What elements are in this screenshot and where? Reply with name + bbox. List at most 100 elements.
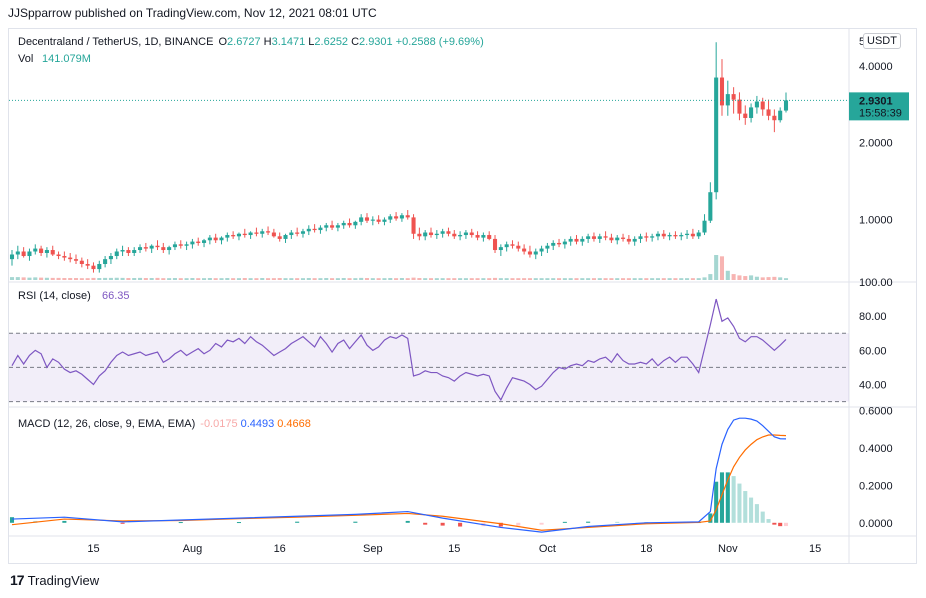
candle-body (143, 247, 148, 249)
volume-bar (702, 277, 707, 280)
volume-bar (760, 277, 765, 280)
candle-body (370, 219, 375, 221)
candle-body (621, 237, 626, 239)
candle-body (405, 215, 410, 218)
candle-body (516, 245, 521, 249)
candle-body (766, 109, 771, 116)
time-axis-tick-label: Sep (363, 543, 383, 555)
candle-body (318, 227, 323, 231)
macd-histogram-bar (562, 521, 567, 523)
volume-bar (469, 278, 474, 280)
candle-body (167, 247, 172, 251)
volume-bar (9, 277, 15, 280)
volume-bar (504, 278, 509, 280)
price-axis-tick-label: 2.0000 (859, 138, 893, 150)
candle-body (132, 250, 137, 253)
candle-body (91, 265, 96, 270)
candle-body (591, 236, 596, 239)
volume-bar (172, 278, 177, 280)
volume-bar (330, 278, 335, 280)
footer-brand[interactable]: 17 TradingView (10, 572, 99, 588)
volume-bar (225, 278, 230, 280)
footer-brand-label: TradingView (27, 572, 100, 588)
candle-body (306, 228, 311, 232)
volume-bar (108, 277, 113, 280)
rsi-line (11, 298, 787, 402)
candle-body (254, 232, 259, 234)
volume-bar (661, 278, 666, 280)
volume-bar (91, 277, 96, 280)
candle-body (522, 248, 527, 252)
volume-bar (568, 278, 573, 280)
candle-body (312, 228, 317, 231)
volume-bar (213, 278, 218, 280)
candle-body (341, 222, 346, 226)
candle-body (609, 237, 614, 241)
candle-body (760, 101, 765, 110)
candle-body (248, 232, 253, 236)
rsi-legend-label: RSI (14, close) (18, 290, 91, 302)
currency-selector-button[interactable]: USDT (863, 33, 901, 49)
price-axis-tick-label: 4.0000 (859, 61, 893, 73)
candle-body (690, 233, 695, 237)
legend-volume-label: Vol (18, 53, 33, 65)
candle-body (603, 236, 608, 238)
candle-body (428, 232, 434, 236)
candle-body (743, 113, 748, 118)
macd-histogram-bar (440, 522, 445, 526)
candle-body (638, 236, 643, 239)
volume-bar (196, 278, 201, 280)
volume-bar (79, 278, 84, 280)
candle-body (364, 217, 370, 221)
candle-body (586, 236, 591, 239)
candle-body (295, 232, 300, 234)
volume-bar (50, 277, 55, 280)
candle-body (632, 238, 637, 242)
volume-bar (516, 278, 521, 280)
candle-body (271, 232, 276, 237)
candle-body (440, 231, 445, 234)
candle-body (33, 248, 38, 252)
time-axis-tick-label: Oct (539, 543, 556, 555)
candle-body (423, 232, 428, 237)
volume-bar (277, 278, 282, 280)
volume-bar (650, 278, 655, 280)
volume-bar (231, 278, 236, 280)
candle-body (527, 251, 532, 255)
macd-histogram-bar (749, 497, 754, 523)
volume-bar (609, 278, 614, 280)
candle-body (626, 238, 631, 242)
time-axis-tick-label: 18 (640, 543, 652, 555)
volume-bar (679, 278, 684, 280)
candle-body (510, 244, 515, 246)
candle-body (725, 94, 730, 106)
macd-histogram-bar (458, 522, 463, 527)
volume-bar (527, 278, 532, 280)
macd-legend-signal-value: 0.4668 (277, 418, 311, 430)
candle-body (551, 242, 556, 246)
candle-body (231, 235, 236, 237)
legend-high-value: 3.1471 (272, 36, 306, 48)
candle-body (126, 250, 131, 253)
volume-bar (539, 278, 544, 280)
macd-histogram-bar (725, 472, 730, 523)
candle-body (411, 217, 416, 234)
volume-bar (749, 275, 754, 280)
candle-body (190, 241, 195, 245)
volume-bar (254, 278, 259, 280)
legend-high-label: H (264, 36, 272, 48)
candle-body (277, 236, 282, 239)
rsi-legend-value: 66.35 (102, 290, 130, 302)
candle-body (731, 94, 736, 100)
candle-body (772, 115, 777, 121)
candle-body (568, 238, 573, 242)
candle-body (754, 101, 759, 108)
chart-frame (8, 28, 917, 564)
legend-open-value: 2.6727 (227, 36, 261, 48)
volume-bar (359, 277, 364, 280)
candle-body (178, 244, 183, 246)
candle-body (347, 222, 352, 226)
macd-histogram-bar (731, 476, 736, 523)
candle-body (330, 225, 335, 228)
